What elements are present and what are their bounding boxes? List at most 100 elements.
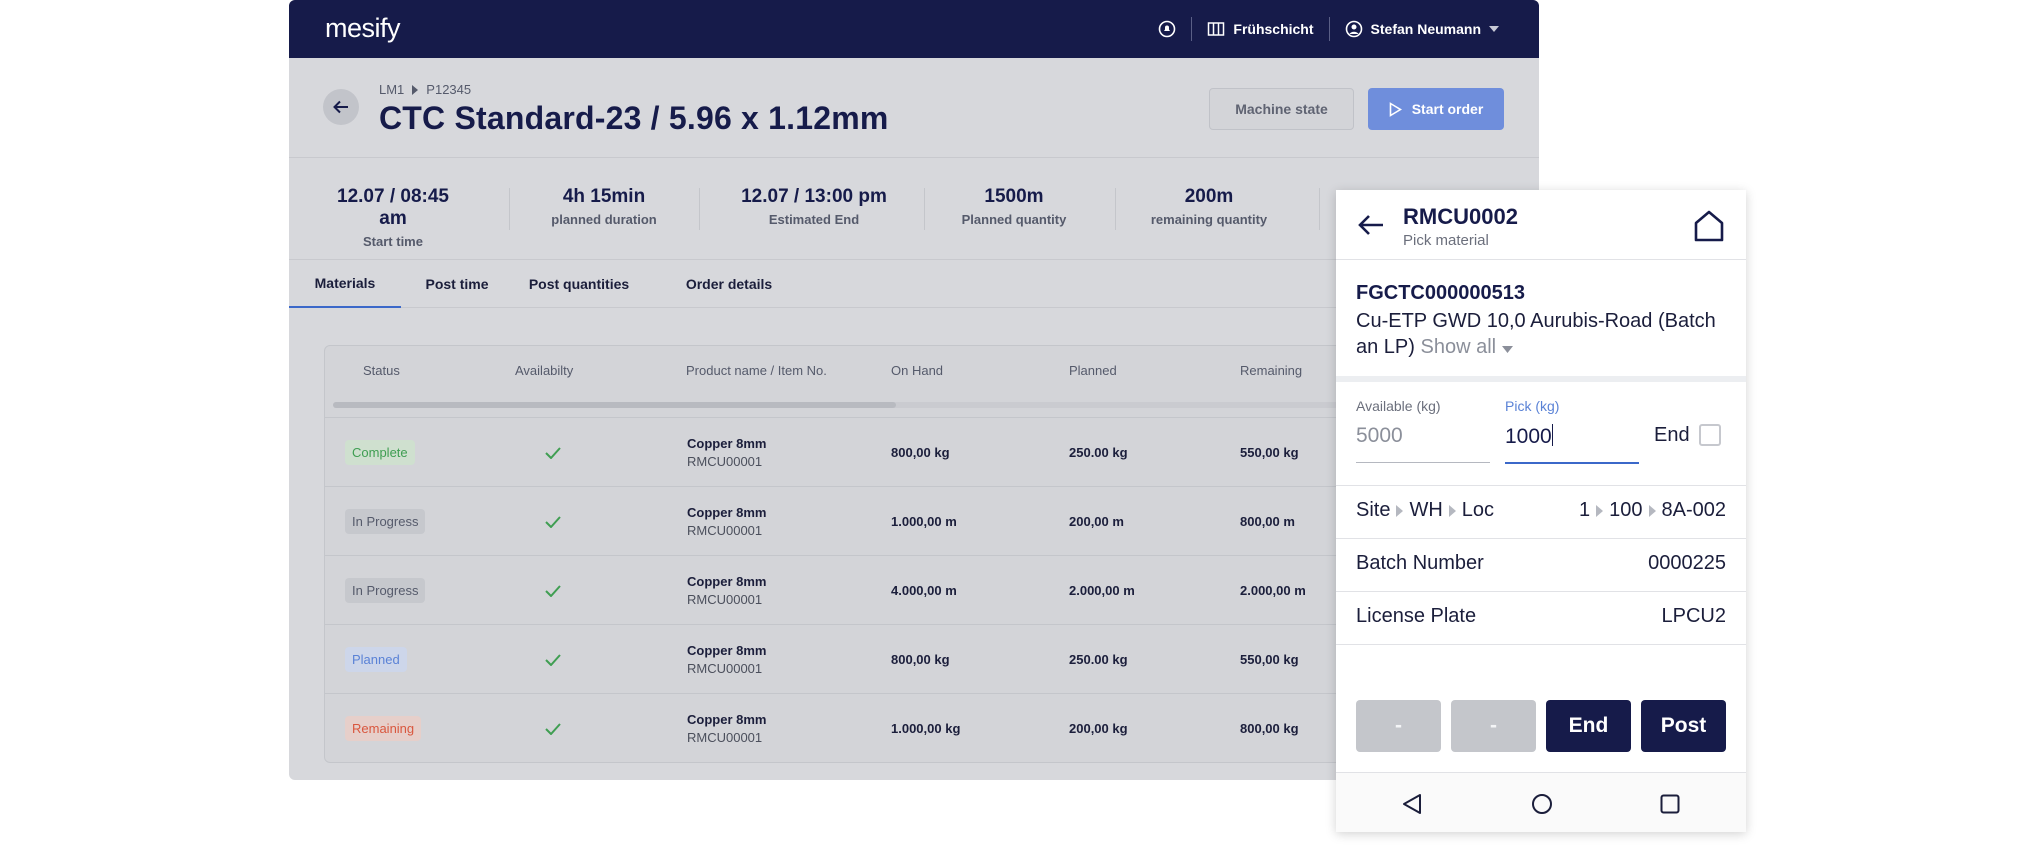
- batch-row: Batch Number 0000225: [1336, 539, 1746, 592]
- end-checkbox[interactable]: [1699, 424, 1721, 446]
- notifications-button[interactable]: [1158, 20, 1176, 38]
- page-title: CTC Standard-23 / 5.96 x 1.12mm: [379, 100, 889, 136]
- nav-recents-icon[interactable]: [1660, 794, 1680, 814]
- product-cell: Copper 8mm RMCU00001: [687, 487, 766, 556]
- warehouse-key: WH: [1409, 499, 1443, 521]
- status-cell: Planned: [345, 625, 407, 694]
- planned-cell: 250.00 kg: [1069, 652, 1128, 667]
- check-icon: [545, 446, 561, 459]
- available-field: 5000: [1356, 424, 1403, 447]
- table-row[interactable]: Complete Copper 8mm RMCU00001 800,00 kg 2…: [325, 417, 1425, 486]
- pick-form: Available (kg) 5000 Pick (kg) 1000 End: [1336, 382, 1746, 486]
- stat-value: 12.07 / 08:45 am: [337, 186, 449, 229]
- materials-table: Status Availabilty Product name / Item N…: [324, 345, 1425, 763]
- remaining-cell: 800,00 m: [1240, 514, 1295, 529]
- table-row[interactable]: In Progress Copper 8mm RMCU00001 1.000,00…: [325, 486, 1425, 555]
- product-cell: Copper 8mm RMCU00001: [687, 418, 766, 487]
- stat-planned-quantity: 1500m Planned quantity: [949, 186, 1079, 227]
- available-underline: [1356, 462, 1490, 463]
- material-info: FGCTC000000513 Cu-ETP GWD 10,0 Aurubis-R…: [1336, 260, 1746, 382]
- availability-cell: [545, 625, 561, 694]
- material-description: Cu-ETP GWD 10,0 Aurubis-Road (Batch an L…: [1356, 308, 1736, 360]
- scrollbar-thumb[interactable]: [333, 402, 896, 408]
- disabled-action-button[interactable]: -: [1451, 700, 1536, 752]
- location-value: 8A-002: [1661, 499, 1727, 521]
- batch-label: Batch Number: [1356, 552, 1484, 574]
- divider: [509, 188, 510, 230]
- arrow-left-icon: [333, 100, 348, 114]
- status-badge: In Progress: [345, 578, 426, 603]
- arrow-left-icon[interactable]: [1358, 214, 1384, 236]
- stat-label: remaining quantity: [1150, 212, 1268, 227]
- status-badge: Remaining: [345, 716, 422, 741]
- divider: [924, 188, 925, 230]
- check-icon: [545, 653, 561, 666]
- product-name: Copper 8mm: [687, 574, 767, 589]
- pick-underline: [1505, 462, 1639, 464]
- planned-cell: 200,00 kg: [1069, 721, 1128, 736]
- item-number: RMCU00001: [687, 592, 763, 607]
- column-header-planned: Planned: [1069, 362, 1117, 378]
- stat-value: 12.07 / 13:00 pm: [741, 186, 887, 207]
- breadcrumb-order[interactable]: P12345: [426, 82, 472, 97]
- tab-bar: Materials Post time Post quantities Orde…: [289, 260, 1539, 308]
- product-cell: Copper 8mm RMCU00001: [687, 625, 766, 694]
- table-row[interactable]: In Progress Copper 8mm RMCU00001 4.000,00…: [325, 555, 1425, 624]
- user-menu[interactable]: Stefan Neumann: [1345, 20, 1499, 38]
- shift-selector[interactable]: Frühschicht: [1207, 20, 1314, 38]
- start-order-label: Start order: [1411, 101, 1484, 117]
- post-button[interactable]: Post: [1641, 700, 1726, 752]
- column-header-product: Product name / Item No.: [686, 362, 827, 378]
- end-button[interactable]: End: [1546, 700, 1631, 752]
- nav-home-icon[interactable]: [1531, 793, 1553, 815]
- show-all-toggle[interactable]: Show all: [1421, 336, 1513, 358]
- available-label: Available (kg): [1356, 398, 1441, 414]
- availability-cell: [545, 487, 561, 556]
- license-plate-value: LPCU2: [1661, 605, 1726, 627]
- planned-cell: 250.00 kg: [1069, 445, 1128, 460]
- table-row[interactable]: Remaining Copper 8mm RMCU00001 1.000,00 k…: [325, 693, 1425, 762]
- order-stats: 12.07 / 08:45 am Start time 4h 15min pla…: [289, 158, 1539, 260]
- text-cursor: [1551, 424, 1553, 446]
- availability-cell: [545, 694, 561, 763]
- status-badge: Planned: [345, 647, 407, 672]
- divider: [1191, 17, 1193, 41]
- stat-label: Start time: [363, 234, 423, 249]
- check-icon: [545, 584, 561, 597]
- back-button[interactable]: [323, 89, 359, 125]
- tab-post-time[interactable]: Post time: [425, 276, 489, 292]
- nav-back-icon[interactable]: [1402, 793, 1422, 815]
- tab-materials[interactable]: Materials: [289, 260, 401, 308]
- disabled-action-button[interactable]: -: [1356, 700, 1441, 752]
- tab-order-details[interactable]: Order details: [685, 276, 773, 292]
- tab-post-quantities[interactable]: Post quantities: [528, 276, 630, 292]
- home-icon[interactable]: [1694, 210, 1724, 242]
- stat-value: 1500m: [984, 186, 1044, 207]
- breadcrumb-machine[interactable]: LM1: [379, 82, 405, 97]
- table-row[interactable]: Planned Copper 8mm RMCU00001 800,00 kg 25…: [325, 624, 1425, 693]
- status-badge: Complete: [345, 440, 415, 465]
- license-plate-row: License Plate LPCU2: [1336, 592, 1746, 645]
- stat-value: 4h 15min: [562, 186, 646, 207]
- dialog-title: RMCU0002: [1403, 204, 1518, 229]
- item-number: RMCU00001: [687, 730, 763, 745]
- divider: [1115, 188, 1116, 230]
- pick-value: 1000: [1505, 425, 1552, 448]
- description-text: Cu-ETP GWD 10,0 Aurubis-Road (Batch an L…: [1356, 310, 1716, 358]
- on-hand-cell: 4.000,00 m: [891, 583, 957, 598]
- location-values: 1 100 8A-002: [1579, 499, 1726, 522]
- warehouse-value: 100: [1609, 499, 1643, 521]
- product-name: Copper 8mm: [687, 643, 767, 658]
- remaining-cell: 550,00 kg: [1240, 652, 1299, 667]
- item-number: RMCU00001: [687, 523, 763, 538]
- mes-app-window: mesify Frühschicht Stefan Neumann LM1: [289, 0, 1539, 780]
- pick-label: Pick (kg): [1505, 398, 1560, 414]
- top-bar: mesify Frühschicht Stefan Neumann: [289, 0, 1539, 58]
- pick-input[interactable]: 1000: [1505, 424, 1553, 449]
- batch-value: 0000225: [1648, 552, 1726, 574]
- site-key: Site: [1356, 499, 1391, 521]
- availability-cell: [545, 418, 561, 487]
- start-order-button[interactable]: Start order: [1368, 88, 1504, 130]
- machine-state-button[interactable]: Machine state: [1209, 88, 1354, 130]
- order-header: LM1 P12345 CTC Standard-23 / 5.96 x 1.12…: [289, 58, 1539, 158]
